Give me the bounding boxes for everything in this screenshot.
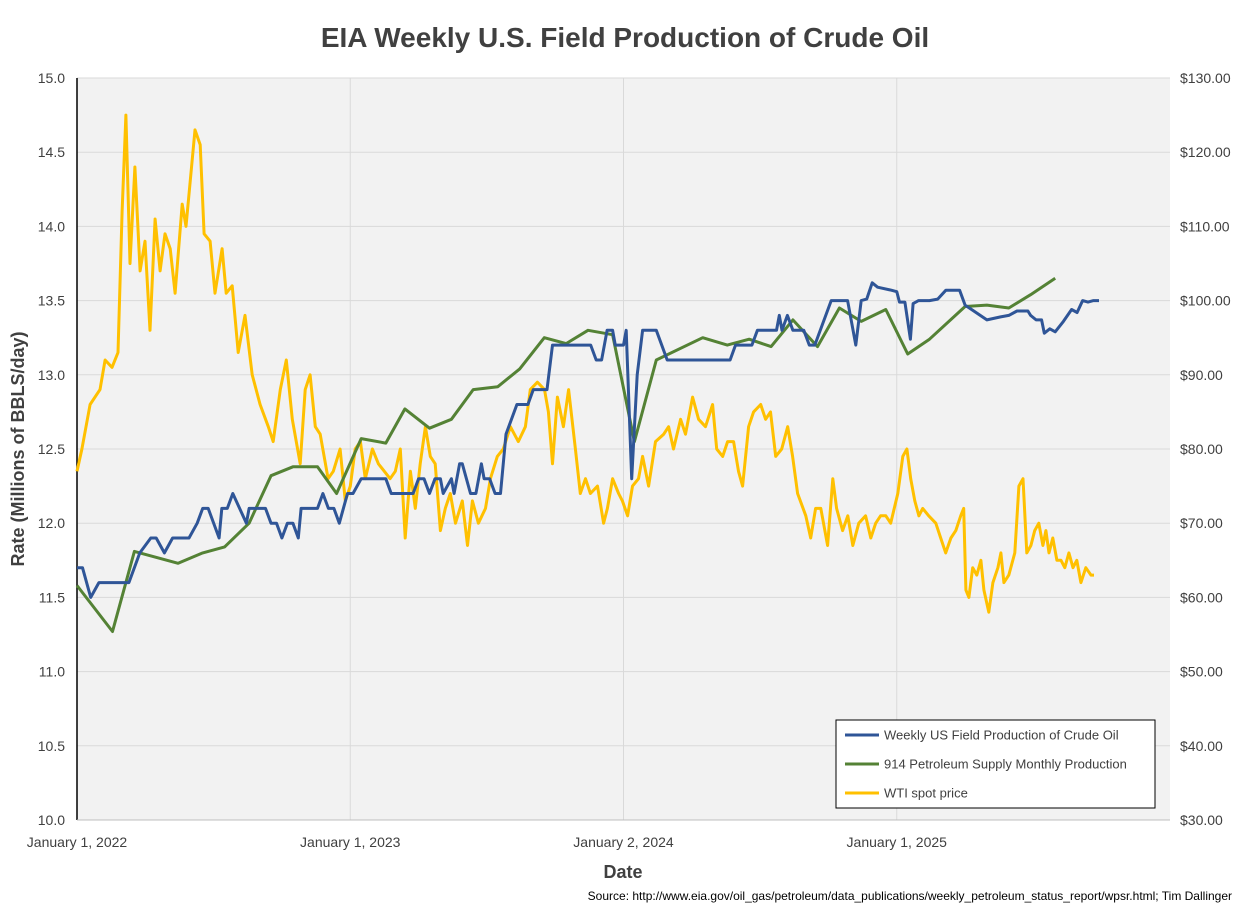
- legend-label: WTI spot price: [884, 786, 968, 801]
- y-tick-label: 12.5: [38, 441, 65, 457]
- y2-tick-label: $40.00: [1180, 738, 1223, 754]
- legend: Weekly US Field Production of Crude Oil 9…: [835, 719, 1156, 809]
- y-tick-label: 10.5: [38, 738, 65, 754]
- y-tick-label: 14.0: [38, 218, 65, 234]
- y2-tick-label: $110.00: [1180, 218, 1230, 234]
- x-tick-label: January 1, 2022: [27, 834, 128, 850]
- y2-tick-label: $30.00: [1180, 812, 1223, 828]
- y-tick-label: 11.0: [39, 664, 65, 680]
- y2-tick-label: $90.00: [1180, 367, 1223, 383]
- x-tick-label: January 2, 2024: [573, 834, 674, 850]
- y2-tick-label: $130.00: [1180, 70, 1231, 86]
- y-tick-label: 10.0: [38, 812, 65, 828]
- y-tick-label: 15.0: [38, 70, 65, 86]
- y-axis-label: Rate (Millions of BBLS/day): [8, 331, 28, 566]
- x-axis-label: Date: [603, 862, 642, 882]
- gridlines: [77, 77, 1170, 820]
- legend-label: Weekly US Field Production of Crude Oil: [884, 728, 1119, 743]
- y2-tick-label: $80.00: [1180, 441, 1223, 457]
- x-tick-label: January 1, 2023: [300, 834, 401, 850]
- y-tick-label: 12.0: [38, 515, 65, 531]
- y2-tick-label: $60.00: [1180, 589, 1223, 605]
- y-tick-label: 13.0: [38, 367, 65, 383]
- series-line-wti-price: [75, 113, 1094, 614]
- y-tick-label: 11.5: [39, 589, 65, 605]
- axes: 10.0 10.5 11.0 11.5 12.0 12.5 13.0 13.5 14.0 14.5…: [27, 70, 1231, 850]
- y2-tick-label: $120.00: [1180, 144, 1231, 160]
- y-tick-label: 14.5: [38, 144, 65, 160]
- chart-title: EIA Weekly U.S. Field Production of Crud…: [321, 22, 929, 53]
- source-note: Source: http://www.eia.gov/oil_gas/petro…: [588, 889, 1232, 903]
- x-tick-label: January 1, 2025: [847, 834, 948, 850]
- y2-tick-label: $70.00: [1180, 515, 1223, 531]
- series-lines: [75, 113, 1099, 633]
- series-line-weekly-production: [77, 281, 1099, 599]
- legend-box: [835, 719, 1156, 809]
- legend-label: 914 Petroleum Supply Monthly Production: [884, 757, 1127, 772]
- y2-tick-label: $50.00: [1180, 664, 1223, 680]
- y2-tick-label: $100.00: [1180, 293, 1231, 309]
- y-tick-label: 13.5: [38, 293, 65, 309]
